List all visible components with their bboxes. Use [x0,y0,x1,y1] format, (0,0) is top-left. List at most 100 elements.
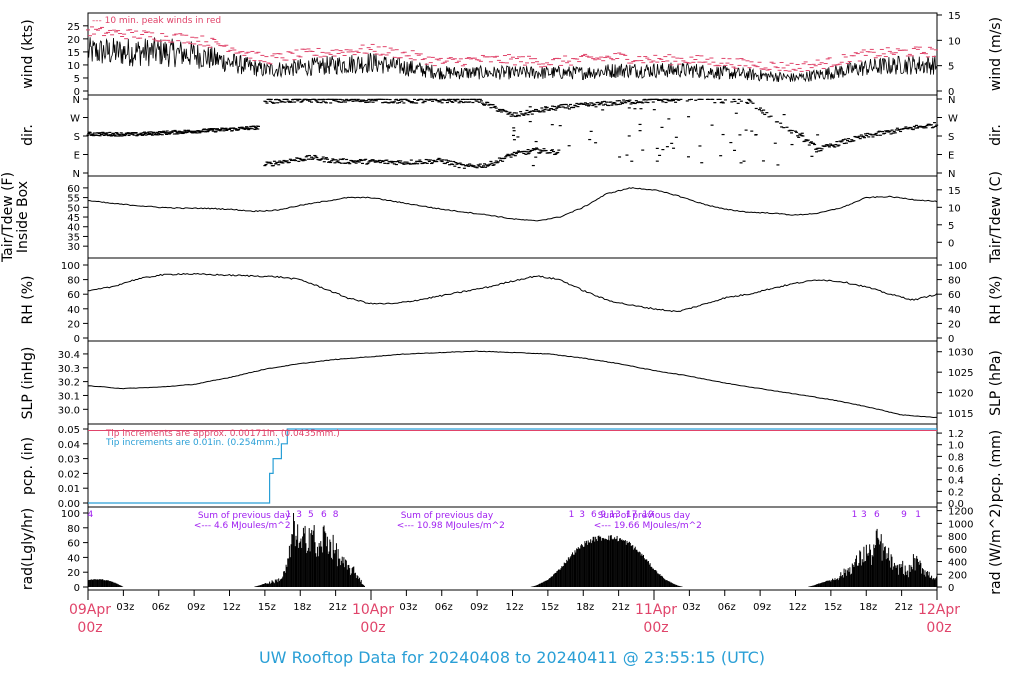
wind-peak-note: --- 10 min. peak winds in red [92,16,221,26]
wind-ytick-label: 0 [74,87,80,98]
rad-ytick-label: 40 [67,553,80,564]
slp-line [87,350,937,419]
wind-ylabel: wind (kts) [20,19,36,88]
dir-ylabel-right: dir. [988,124,1004,146]
day-hour-label: 00z [926,620,951,636]
pcp-ytick-label: 0.05 [58,425,80,436]
wind-speed-line [87,37,937,83]
pcp-ytick-right-label: 0.8 [948,452,964,463]
time-tick-label: 21z [612,602,630,613]
wind-ytick-right-label: 0 [948,87,954,98]
rh-ytick-right-label: 60 [948,290,961,301]
pcp-ylabel: pcp. (in) [20,437,36,495]
rh-ytick-label: 100 [61,261,80,272]
dir-ytick-right-label: E [948,151,954,162]
dir-ytick-label: S [74,132,80,143]
rad-day-label: Sum of previous day [198,511,291,521]
rh-ytick-label: 0 [74,334,80,345]
temp-ytick-label: 40 [67,223,80,234]
pcp-ytick-label: 0.01 [58,484,80,495]
rad-ytick-right-label: 400 [948,558,967,569]
time-tick-label: 03z [399,602,417,613]
slp-ytick-label: 30.4 [58,350,80,361]
slp-ytick-right-label: 1020 [948,389,973,400]
rad-ytick-right-label: 200 [948,570,967,581]
rad-ytick-label: 80 [67,524,80,535]
slp-ytick-label: 30.3 [58,364,80,375]
rad-hour-mark: 6 [874,510,880,520]
time-tick-label: 03z [682,602,700,613]
temp-line [88,187,938,222]
temp-ylabel-right: Tair/Tdew (C) [988,171,1004,264]
pcp-ytick-label: 0.03 [58,455,80,466]
slp-ylabel: SLP (inHg) [20,347,36,420]
rad-ytick-label: 20 [67,568,80,579]
pcp-ytick-right-label: 0.4 [948,476,964,487]
pcp-ytick-right-label: 1.2 [948,429,964,440]
temp-ylabel: Tair/Tdew (F) [0,172,16,263]
temp-ytick-right-label: 10 [948,203,961,214]
pcp-ytick-label: 0.00 [58,499,80,510]
wind-ytick-label: 10 [67,61,80,72]
rad-ytick-label: 0 [74,583,80,594]
slp-ytick-label: 30.1 [58,391,80,402]
temp-ytick-label: 60 [67,184,80,195]
rad-hour-mark: 1 [852,510,858,520]
time-tick-label: 18z [576,602,594,613]
rh-ytick-right-label: 40 [948,305,961,316]
temp-ytick-right-label: 0 [948,238,954,249]
rad-hour-mark: 6 [591,510,597,520]
temp-ytick-label: 50 [67,203,80,214]
pcp-ytick-right-label: 1.0 [948,441,964,452]
rh-ytick-label: 20 [67,319,80,330]
slp-ytick-right-label: 1030 [948,348,973,359]
day-date-label: 10Apr [352,602,394,618]
temp-ytick-right-label: 5 [948,221,954,232]
dir-ytick-label: W [70,114,80,125]
wind-ytick-label: 20 [67,35,80,46]
time-tick-label: 12z [223,602,241,613]
time-tick-label: 15z [258,602,276,613]
footer-title: UW Rooftop Data for 20240408 to 20240411… [258,648,766,667]
slp-ytick-right-label: 1025 [948,368,973,379]
rad-hour-mark: 9 [901,510,907,520]
rad-hour-mark: 3 [296,510,302,520]
rad-hour-mark: 5 [308,510,314,520]
rh-ytick-label: 60 [67,290,80,301]
dir-ytick-right-label: W [948,114,958,125]
rh-ytick-right-label: 20 [948,319,961,330]
rad-day-label: Sum of previous day [401,511,494,521]
pcp-note-cyan: Tip increments are 0.01in. (0.254mm.) [105,438,280,448]
time-tick-label: 21z [329,602,347,613]
rad-day-sum: <--- 4.6 MJoules/m^2 [194,521,291,531]
time-tick-label: 18z [859,602,877,613]
wind-ylabel-right: wind (m/s) [988,17,1004,91]
slp-frame [87,340,938,425]
rad-ylabel-right: rad (W/m^2) [988,503,1004,594]
rad-day-label: Sum of previous day [598,511,691,521]
rad-hour-mark: 17 [626,510,637,520]
temp-ytick-label: 45 [67,213,80,224]
slp-ytick-label: 30.2 [58,378,80,389]
day-hour-label: 00z [77,620,102,636]
dir-ytick-right-label: N [948,169,955,180]
temp-ytick-right-label: 15 [948,186,961,197]
pcp-ytick-right-label: 0.2 [948,487,964,498]
dir-ytick-label: N [73,95,80,106]
rh-ytick-right-label: 0 [948,334,954,345]
rad-hour-mark: 8 [333,510,339,520]
temp-ytick-label: 30 [67,242,80,253]
time-tick-label: 03z [116,602,134,613]
dir-ytick-right-label: S [948,132,954,143]
dir-ytick-label: N [73,169,80,180]
rad-ytick-right-label: 600 [948,545,967,556]
rh-ylabel-right: RH (%) [988,276,1004,325]
time-tick-label: 09z [753,602,771,613]
time-tick-label: 21z [895,602,913,613]
day-hour-label: 00z [643,620,668,636]
day-date-label: 12Apr [918,602,960,618]
slp-ylabel-right: SLP (hPa) [988,350,1004,416]
rad-hour-mark: 3 [579,510,585,520]
